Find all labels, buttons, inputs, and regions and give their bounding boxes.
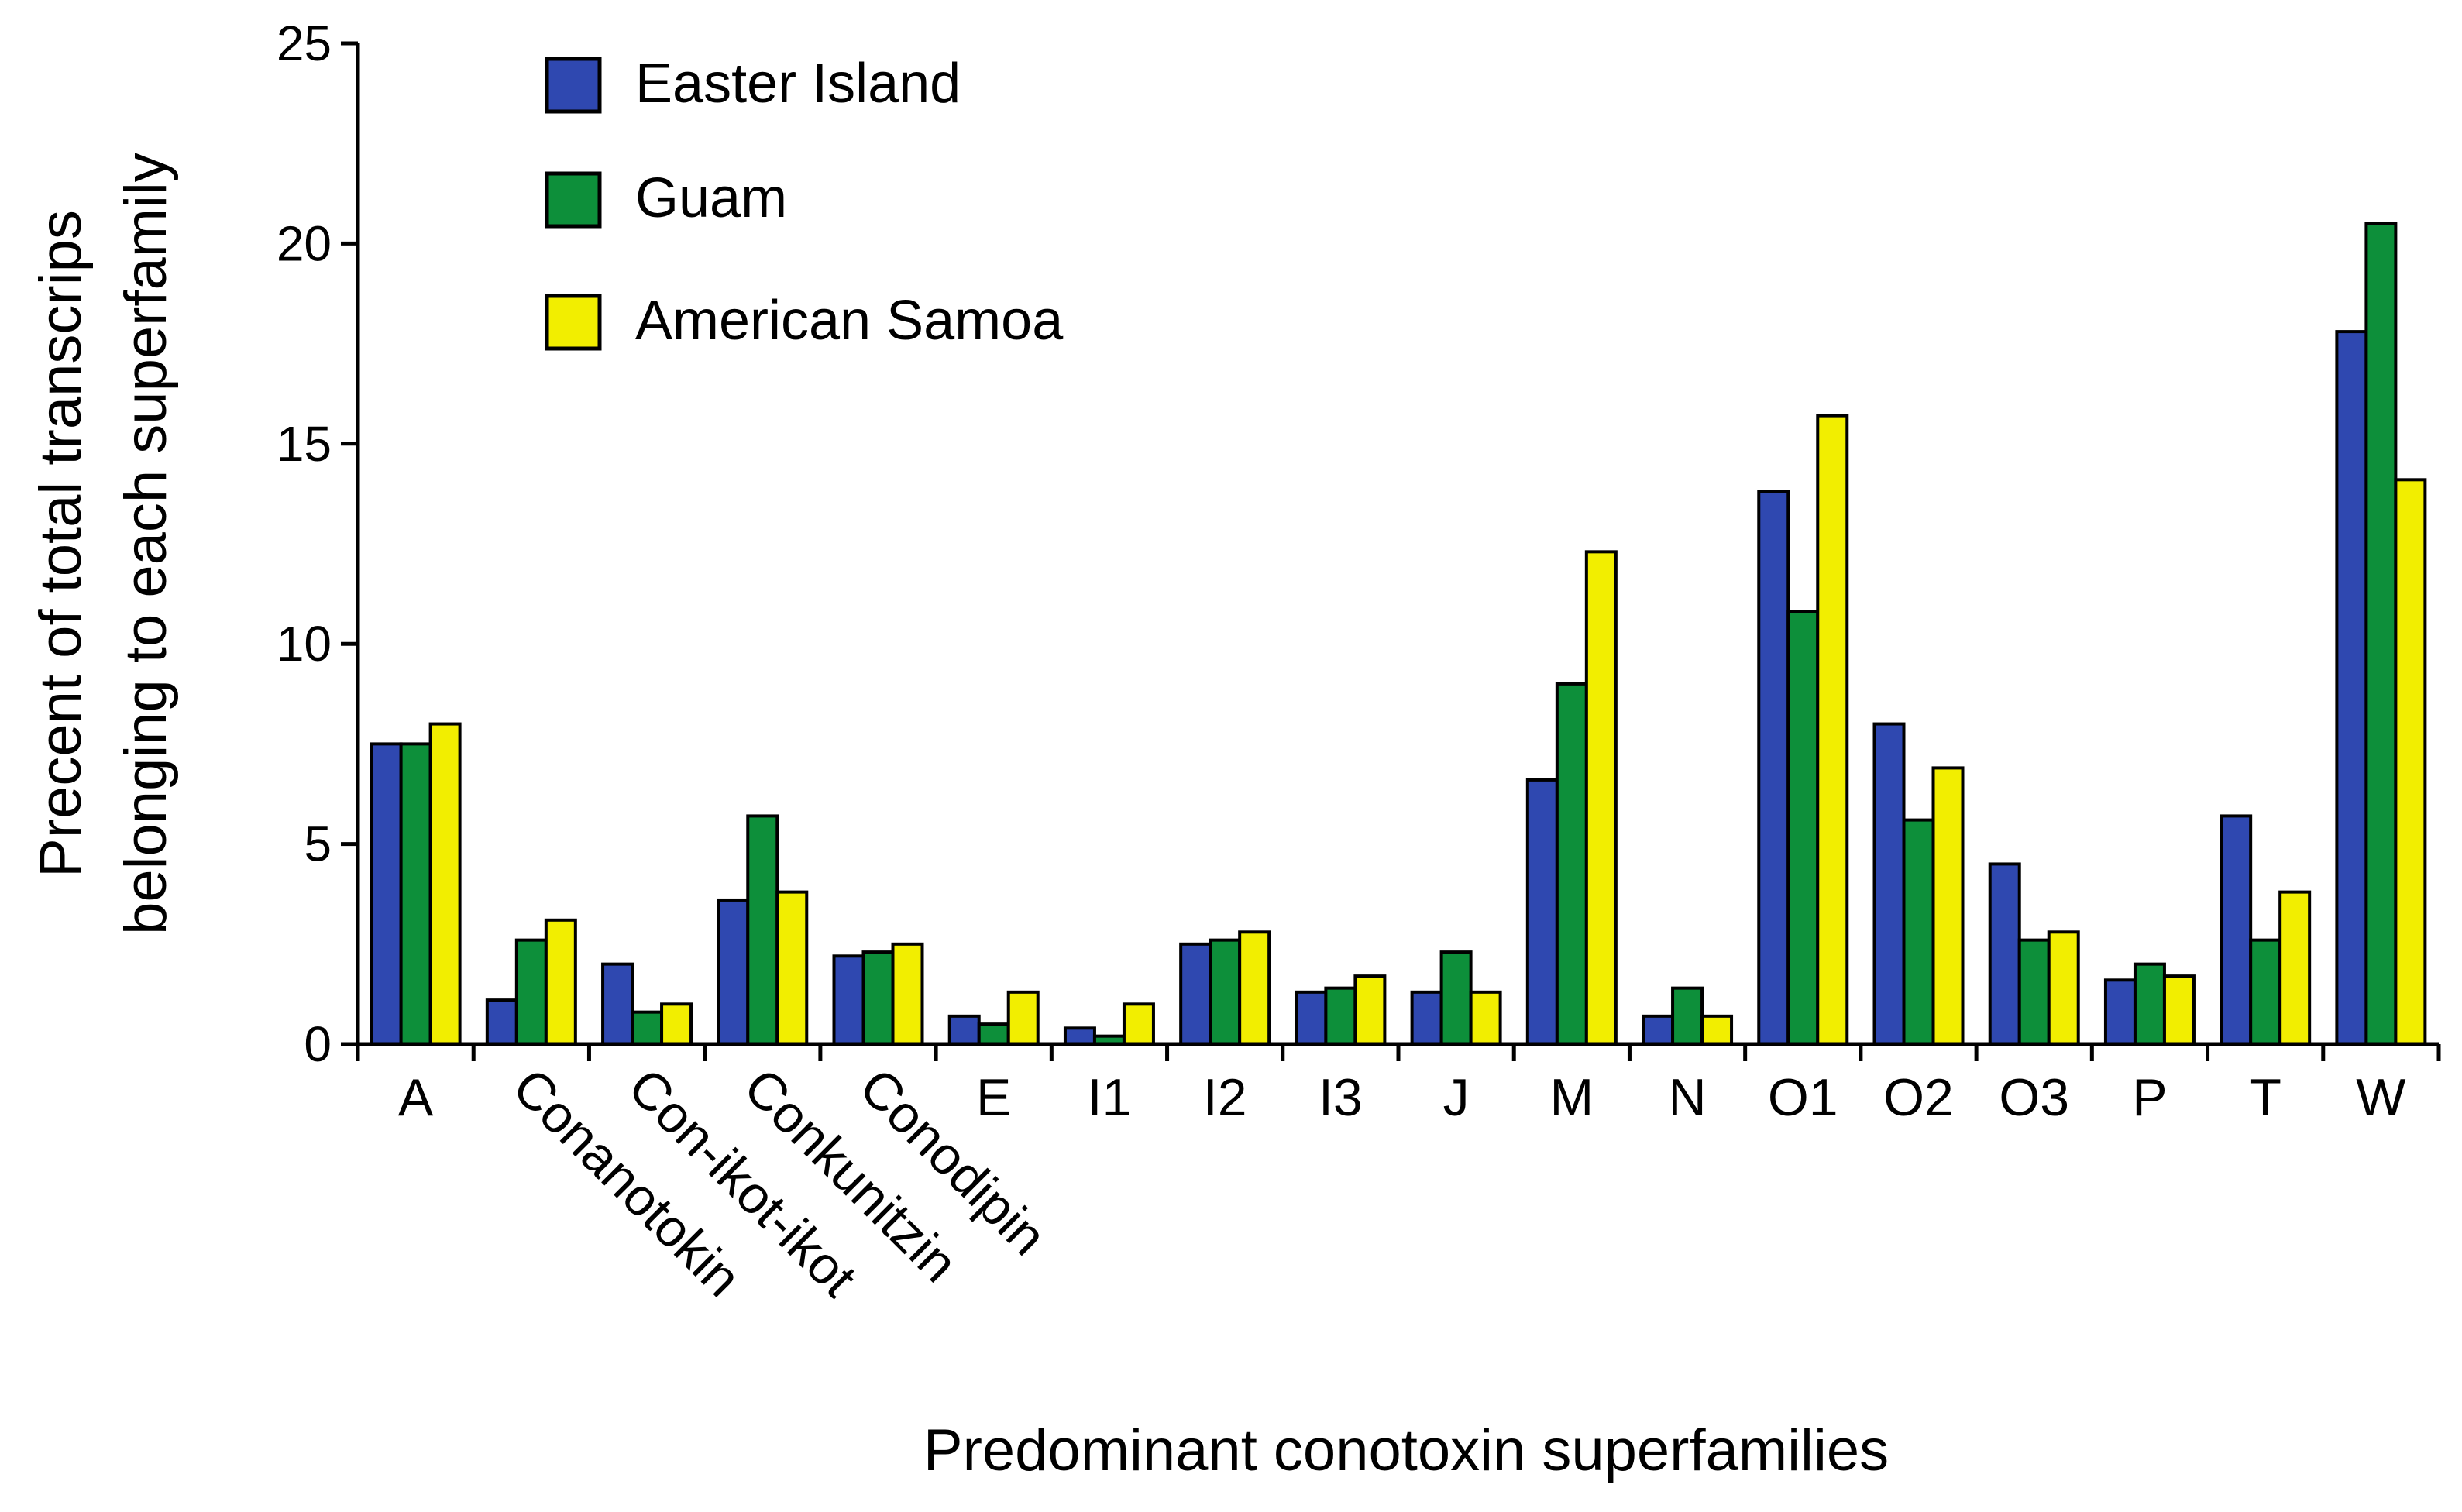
bar-american-samoa-o1	[1816, 414, 1849, 1046]
bar-guam-t	[2249, 938, 2282, 1046]
bar-easter-island-i1	[1063, 1026, 1096, 1046]
axis-titles: Predominant conotoxin superfamilies Prece…	[28, 153, 1889, 1483]
bar-guam-w	[2364, 222, 2398, 1046]
bar-guam-i3	[1324, 986, 1357, 1046]
x-tick-label-i3: I3	[1319, 1068, 1363, 1127]
y-tick-label-5: 5	[304, 816, 332, 872]
bar-easter-island-t	[2220, 814, 2253, 1046]
bar-american-samoa-conkunitzin	[775, 890, 809, 1046]
bar-american-samoa-conanotokin	[544, 918, 577, 1046]
bar-easter-island-i3	[1295, 990, 1328, 1046]
y-axis-title: Precent of total transcrips belonging to …	[28, 153, 179, 935]
y-axis-title-line-2: belonging to each superfamily	[113, 153, 179, 935]
bar-easter-island-o1	[1757, 490, 1790, 1046]
x-tick-label-o3: O3	[1999, 1068, 2069, 1127]
bar-guam-o3	[2017, 938, 2051, 1046]
bar-american-samoa-conodipin	[891, 942, 924, 1046]
x-axis-title: Predominant conotoxin superfamilies	[923, 1418, 1889, 1483]
legend-item-guam: Guam	[545, 167, 787, 229]
bar-american-samoa-o2	[1931, 766, 1965, 1046]
bar-easter-island-con-ikot-ikot	[601, 962, 634, 1046]
bar-guam-m	[1555, 682, 1588, 1046]
bar-american-samoa-con-ikot-ikot	[660, 1002, 693, 1046]
legend-swatch-american-samoa	[545, 294, 602, 351]
y-tick-label-10: 10	[277, 616, 332, 672]
legend-label-guam: Guam	[635, 167, 787, 229]
bar-american-samoa-e	[1006, 990, 1040, 1046]
bar-easter-island-w	[2335, 330, 2368, 1046]
bar-easter-island-i2	[1179, 942, 1212, 1046]
x-tick-label-o2: O2	[1883, 1068, 1954, 1127]
legend-item-american-samoa: American Samoa	[545, 290, 1064, 352]
bar-guam-con-ikot-ikot	[631, 1010, 664, 1046]
y-tick-label-0: 0	[304, 1016, 332, 1072]
bar-guam-p	[2133, 962, 2166, 1046]
bar-guam-o2	[1902, 818, 1935, 1046]
x-tick-label-o1: O1	[1768, 1068, 1838, 1127]
bar-guam-conkunitzin	[746, 814, 779, 1046]
x-tick-label-w: W	[2356, 1068, 2405, 1127]
bar-american-samoa-n	[1700, 1014, 1734, 1046]
bar-easter-island-conkunitzin	[717, 898, 750, 1046]
bar-easter-island-a	[370, 742, 403, 1046]
legend-swatch-guam	[545, 171, 602, 229]
x-tick-label-p: P	[2132, 1068, 2167, 1127]
x-tick-label-e: E	[976, 1068, 1011, 1127]
legend-label-easter-island: Easter Island	[635, 53, 961, 115]
bar-easter-island-o3	[1988, 862, 2021, 1046]
bar-american-samoa-i3	[1353, 974, 1387, 1046]
bar-easter-island-m	[1525, 778, 1559, 1046]
x-tick-label-m: M	[1550, 1068, 1594, 1127]
bar-guam-e	[977, 1022, 1010, 1046]
x-tick-label-j: J	[1443, 1068, 1470, 1127]
legend-label-american-samoa: American Samoa	[635, 290, 1064, 352]
legend-item-easter-island: Easter Island	[545, 53, 961, 115]
y-axis-title-line-1: Precent of total transcrips	[28, 210, 94, 878]
bar-easter-island-j	[1410, 990, 1443, 1046]
x-tick-label-a: A	[398, 1068, 434, 1127]
bar-american-samoa-a	[428, 722, 462, 1046]
bar-easter-island-p	[2103, 978, 2137, 1046]
bar-american-samoa-m	[1584, 550, 1618, 1046]
bar-easter-island-conodipin	[832, 954, 865, 1046]
bar-american-samoa-w	[2394, 478, 2427, 1046]
legend-swatch-easter-island	[545, 57, 602, 114]
y-tick-label-15: 15	[277, 416, 332, 472]
bar-guam-conanotokin	[514, 938, 548, 1046]
bar-guam-a	[399, 742, 432, 1046]
bar-guam-n	[1671, 986, 1704, 1046]
bar-easter-island-conanotokin	[485, 998, 518, 1046]
bar-american-samoa-p	[2162, 974, 2196, 1046]
bar-easter-island-e	[947, 1014, 981, 1046]
bar-american-samoa-i2	[1238, 930, 1271, 1046]
bar-american-samoa-i1	[1122, 1002, 1155, 1046]
x-tick-label-n: N	[1669, 1068, 1707, 1127]
y-tick-label-20: 20	[277, 215, 332, 271]
bar-guam-conodipin	[861, 950, 895, 1046]
bar-easter-island-n	[1642, 1014, 1675, 1046]
bar-guam-j	[1439, 950, 1473, 1046]
bar-american-samoa-t	[2278, 890, 2312, 1046]
bar-easter-island-o2	[1872, 722, 1906, 1046]
y-tick-label-25: 25	[277, 15, 332, 71]
x-tick-label-i2: I2	[1203, 1068, 1247, 1127]
legend: Easter Island Guam American Samoa	[545, 53, 1064, 352]
bar-american-samoa-j	[1469, 990, 1502, 1046]
x-tick-label-i1: I1	[1088, 1068, 1132, 1127]
bar-guam-o1	[1786, 610, 1820, 1046]
bar-american-samoa-o3	[2047, 930, 2080, 1046]
bar-guam-i2	[1209, 938, 1242, 1046]
x-tick-label-t: T	[2249, 1068, 2281, 1127]
